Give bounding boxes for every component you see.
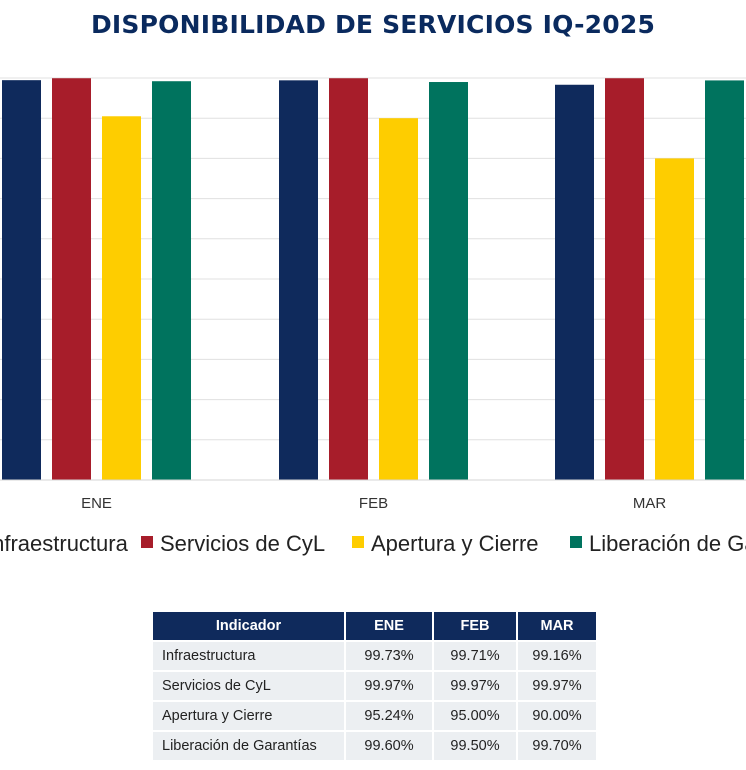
table-cell: 95.24% [344, 700, 434, 732]
table-cell: 99.70% [516, 730, 598, 762]
bar-feb-series-2 [329, 78, 368, 480]
bar-feb-series-3 [379, 118, 418, 480]
table-row: Apertura y Cierre 95.24% 95.00% 90.00% [151, 700, 598, 732]
table-cell: Infraestructura [151, 640, 346, 672]
bar-chart: ENE FEB MAR Infraestructura Servicios de CyL… [0, 77, 746, 556]
table-cell: 99.97% [344, 670, 434, 702]
table-cell: Apertura y Cierre [151, 700, 346, 732]
legend-swatch [141, 536, 153, 548]
bar-ene-series-2 [52, 78, 91, 480]
table-row: Infraestructura 99.73% 99.71% 99.16% [151, 640, 598, 672]
bar-feb-series-4 [429, 82, 468, 481]
table-cell: 90.00% [516, 700, 598, 732]
table-header-mar: MAR [516, 610, 598, 642]
table-cell: 95.00% [432, 700, 518, 732]
bar-ene-series-4 [152, 81, 191, 480]
x-tick-label: FEB [359, 495, 388, 512]
table-cell: 99.71% [432, 640, 518, 672]
data-table: Indicador ENE FEB MAR Infraestructura 99… [151, 610, 598, 762]
table-cell: 99.97% [432, 670, 518, 702]
bar-mar-series-2 [605, 78, 644, 480]
table-header-feb: FEB [432, 610, 518, 642]
legend-label: Liberación de Garantías [589, 531, 746, 556]
table-cell: 99.50% [432, 730, 518, 762]
x-tick-label: ENE [81, 495, 112, 512]
bar-mar-series-4 [705, 80, 744, 481]
table-header-ene: ENE [344, 610, 434, 642]
table-row: Servicios de CyL 99.97% 99.97% 99.97% [151, 670, 598, 702]
table-cell: 99.16% [516, 640, 598, 672]
bar-feb-series-1 [279, 80, 318, 480]
table-cell: Servicios de CyL [151, 670, 346, 702]
bar-ene-series-1 [2, 80, 41, 480]
table-cell: 99.97% [516, 670, 598, 702]
bar-mar-series-3 [655, 158, 694, 480]
legend-label: Infraestructura [0, 531, 129, 556]
bar-ene-series-3 [102, 116, 141, 481]
table-row: Liberación de Garantías 99.60% 99.50% 99… [151, 730, 598, 762]
table-cell: 99.60% [344, 730, 434, 762]
legend-swatch [570, 536, 582, 548]
legend-swatch [352, 536, 364, 548]
legend-label: Servicios de CyL [160, 531, 325, 556]
chart-title: DISPONIBILIDAD DE SERVICIOS IQ-2025 [90, 10, 656, 39]
legend-label: Apertura y Cierre [371, 531, 539, 556]
table-header-indicador: Indicador [151, 610, 346, 642]
table-header-row: Indicador ENE FEB MAR [151, 610, 598, 642]
bar-mar-series-1 [555, 84, 594, 480]
table-cell: 99.73% [344, 640, 434, 672]
x-tick-label: MAR [633, 495, 667, 512]
table-cell: Liberación de Garantías [151, 730, 346, 762]
